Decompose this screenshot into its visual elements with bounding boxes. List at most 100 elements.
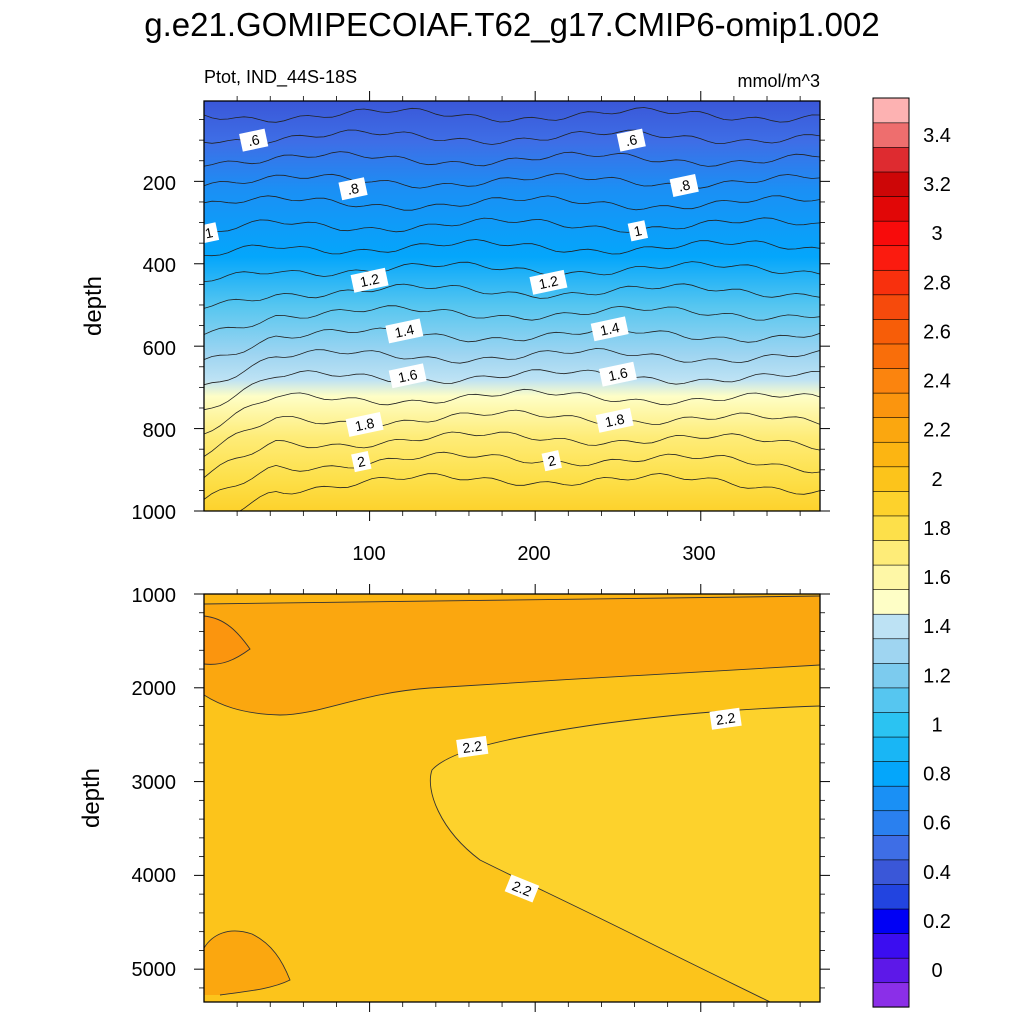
contour-label-box [616, 128, 646, 152]
contour-label-text: 1.4 [393, 321, 416, 341]
colorbar-swatch [872, 122, 910, 148]
upper-y-axis-label: depth [80, 276, 107, 336]
upper-contour-label: 1.6 [388, 363, 427, 389]
upper-contour-line [204, 195, 820, 211]
upper-contour-lines [204, 107, 820, 511]
lower-y-tick-label: 1000 [132, 585, 177, 607]
lower-y-tick-label: 5000 [132, 959, 177, 981]
upper-contour-line [204, 261, 820, 282]
colorbar-swatch [872, 761, 910, 787]
colorbar-swatch [872, 662, 910, 689]
lower-y-tick-label: 3000 [132, 772, 177, 794]
colorbar-swatch [872, 367, 910, 394]
contour-label-text: 2 [546, 452, 557, 469]
upper-y-tick-label: 800 [143, 420, 176, 442]
upper-contour-label: 1.4 [590, 316, 629, 342]
lower-y-tick-label: 4000 [132, 865, 177, 887]
contour-label-box [338, 177, 368, 201]
contour-label-text: .6 [246, 131, 261, 149]
lower-contour-line [204, 930, 291, 996]
upper-contour-label: .8 [338, 177, 368, 201]
colorbar-label: 1.4 [923, 616, 951, 638]
colorbar-swatch [872, 932, 910, 959]
colorbar-swatch [872, 417, 910, 443]
contour-label-box [709, 707, 742, 730]
colorbar-swatch [872, 245, 910, 271]
upper-contour-label: 1.4 [385, 318, 424, 344]
colorbar-label: 2.2 [923, 420, 951, 442]
lower-max-blob-upper [204, 616, 250, 665]
colorbar-label: 1 [931, 715, 942, 737]
upper-contour-label: .8 [669, 173, 699, 197]
lower-axis-ticks [194, 584, 830, 1012]
contour-label-box [351, 450, 372, 473]
upper-contour-line [204, 173, 820, 189]
upper-contour-line [204, 283, 820, 309]
colorbar-label: 3.4 [923, 125, 951, 147]
colorbar-swatch [872, 97, 910, 124]
colorbar-swatch [872, 613, 910, 640]
colorbar-swatch [872, 269, 910, 296]
colorbar-label: 2.4 [923, 371, 951, 393]
lower-contour-line [204, 615, 251, 665]
colorbar-label: 1.2 [923, 665, 951, 687]
colorbar-swatch [872, 318, 910, 345]
upper-y-tick-label: 400 [143, 255, 176, 277]
upper-contour-line [204, 409, 820, 457]
figure-title: g.e21.GOMIPECOIAF.T62_g17.CMIP6-omip1.00… [144, 6, 880, 43]
colorbar-swatch [872, 982, 910, 1008]
upper-x-tick-label: 300 [682, 543, 715, 565]
lower-contour-line [429, 705, 820, 1002]
colorbar-swatch [872, 515, 910, 541]
colorbar-label: 0.8 [923, 764, 951, 786]
upper-contour-line [204, 305, 820, 335]
upper-contour-label: 2 [541, 450, 562, 472]
contour-label-box [456, 735, 489, 758]
colorbar-label: 0.4 [923, 862, 951, 884]
upper-contour-line [204, 107, 820, 123]
upper-contour-label: .6 [616, 128, 646, 152]
colorbar-label: 1.8 [923, 518, 951, 540]
contour-label-box [350, 267, 389, 293]
upper-contour-line [204, 129, 820, 145]
colorbar-label: 2.6 [923, 321, 951, 343]
contour-label-box [590, 316, 629, 342]
colorbar-label: 3 [931, 223, 942, 245]
contour-label-text: 1.6 [396, 366, 419, 386]
colorbar: 0 0.2 0.4 0.6 0.8 1 1.2 1.4 1.6 1.8 2 2.2 2.4 2.6 2.8 3… [872, 97, 951, 1008]
upper-axis-ticks [194, 91, 830, 521]
contour-label-box [345, 412, 384, 437]
contour-label-text: 2.2 [715, 709, 737, 728]
upper-frame [203, 100, 821, 512]
upper-contour-label: 1 [627, 220, 649, 242]
colorbar-swatch [872, 564, 910, 590]
contour-label-box [388, 363, 427, 389]
contour-label-text: 1 [632, 222, 643, 239]
colorbar-swatch [872, 957, 910, 984]
upper-contour-label: 1.8 [345, 412, 384, 437]
colorbar-swatch [872, 638, 910, 664]
lower-contour-line [204, 664, 820, 716]
contour-label-box [385, 318, 424, 344]
upper-contour-labels: .6 .6 .8 .8 1 1 1.2 1.2 1.4 1.4 1.6 1.6 1.8 1.8 2 2 [198, 128, 699, 473]
upper-contour-label: 1.2 [350, 267, 389, 293]
upper-contour-label: .6 [239, 128, 269, 152]
lower-y-axis-label: depth [78, 768, 105, 828]
upper-contour-line [204, 431, 820, 479]
upper-contour-label: 1.8 [595, 407, 634, 433]
contour-label-text: .8 [346, 180, 361, 198]
colorbar-label: 1.6 [923, 567, 951, 589]
contour-label-text: 1.4 [599, 319, 622, 339]
upper-contour-line [204, 151, 820, 167]
colorbar-swatch [872, 589, 910, 615]
colorbar-swatch [872, 195, 910, 222]
upper-units-label: mmol/m^3 [738, 71, 820, 91]
upper-x-tick-label: 200 [517, 543, 550, 565]
contour-label-text: 1.2 [358, 270, 381, 290]
contour-label-text: .8 [677, 176, 692, 194]
upper-y-tick-label: 1000 [132, 502, 177, 524]
lower-band-top [204, 594, 820, 604]
contour-label-text: 1.8 [603, 410, 626, 430]
contour-label-text: 1.2 [537, 272, 560, 292]
